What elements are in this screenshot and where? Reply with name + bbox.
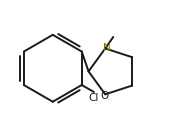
Text: N: N xyxy=(103,43,110,53)
Text: O: O xyxy=(100,91,109,101)
Text: Cl: Cl xyxy=(89,93,99,103)
